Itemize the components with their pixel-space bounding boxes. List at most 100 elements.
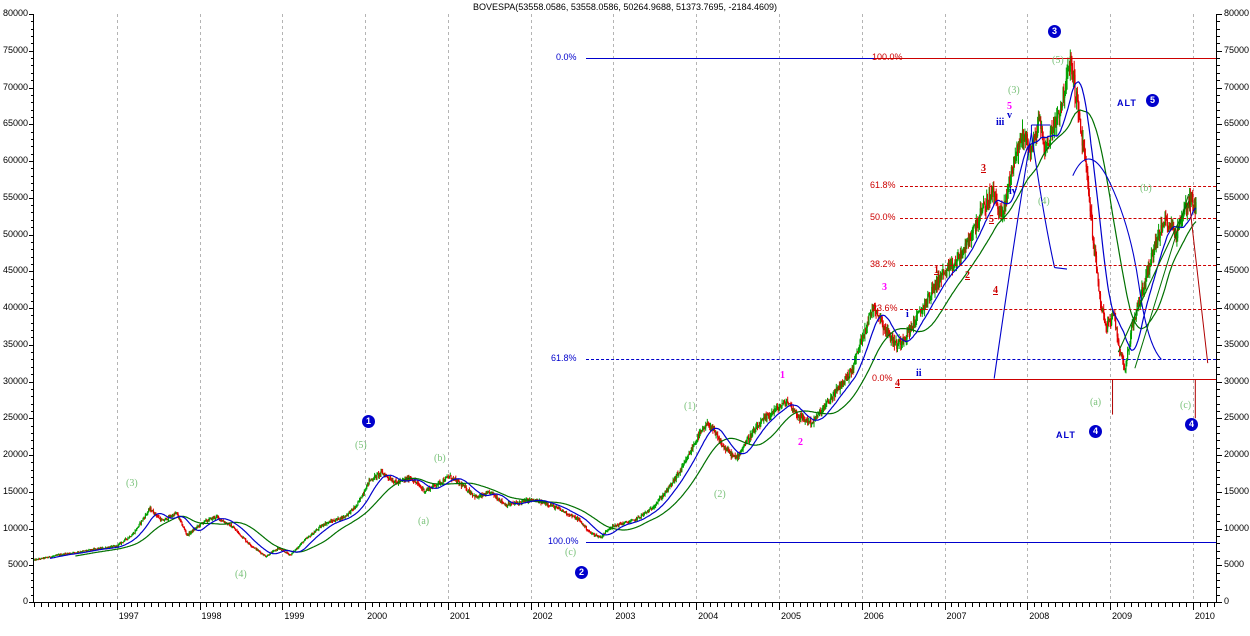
wave-label-intermediate: (a) — [1090, 397, 1102, 408]
y-axis-minor-tick — [31, 131, 34, 133]
x-axis-minor-tick — [585, 603, 587, 607]
fibonacci-label-blue: 61.8% — [551, 353, 577, 364]
y-axis-minor-tick — [1217, 241, 1220, 243]
x-axis-minor-tick — [820, 603, 822, 607]
x-axis-label: 2005 — [780, 611, 801, 621]
y-axis-minor-tick — [31, 146, 34, 148]
y-axis-minor-tick — [1217, 168, 1220, 170]
x-axis-minor-tick — [578, 603, 580, 607]
y-axis-tick — [29, 308, 34, 309]
x-axis-minor-tick — [972, 603, 974, 607]
y-axis-minor-tick — [31, 205, 34, 207]
x-axis-minor-tick — [358, 603, 360, 607]
y-axis-label: 60000 — [1224, 155, 1250, 165]
x-axis-minor-tick — [40, 603, 42, 607]
y-axis-tick — [1217, 234, 1222, 236]
y-axis-label: 55000 — [1224, 191, 1250, 202]
y-axis-minor-tick — [1217, 550, 1220, 552]
y-axis-minor-tick — [1217, 462, 1220, 464]
y-axis-label: 5000 — [7, 559, 28, 570]
y-axis-minor-tick — [1217, 557, 1220, 559]
x-axis-minor-tick — [1013, 603, 1015, 607]
y-axis-minor-tick — [31, 396, 34, 398]
x-axis-minor-tick — [1192, 603, 1194, 607]
y-axis-tick — [29, 50, 34, 52]
x-axis-minor-tick — [723, 603, 725, 607]
x-axis-minor-tick — [861, 603, 863, 607]
x-axis-minor-tick — [620, 603, 622, 607]
y-axis-minor-tick — [31, 440, 34, 442]
y-axis-minor-tick — [1217, 506, 1220, 508]
y-axis-tick — [29, 344, 34, 346]
x-axis-minor-tick — [468, 603, 470, 607]
x-axis-minor-tick — [178, 603, 180, 607]
x-axis-minor-tick — [1075, 603, 1077, 607]
x-axis-minor-tick — [668, 603, 670, 607]
y-axis-minor-tick — [1217, 256, 1220, 258]
y-axis-minor-tick — [1217, 249, 1220, 251]
y-axis-minor-tick — [31, 175, 34, 177]
y-axis-minor-tick — [1217, 153, 1220, 155]
y-axis-minor-tick — [1217, 374, 1220, 376]
y-axis-label: 55000 — [2, 191, 28, 202]
x-axis-minor-tick — [937, 603, 939, 607]
x-axis-minor-tick — [778, 603, 780, 607]
wave-label-intermediate: (b) — [434, 453, 446, 464]
y-axis-minor-tick — [1217, 72, 1220, 74]
fibonacci-line-red — [900, 379, 1216, 381]
x-axis-minor-tick — [489, 603, 491, 607]
y-axis-minor-tick — [1217, 396, 1220, 398]
y-axis-minor-tick — [31, 432, 34, 434]
fibonacci-label-blue: 100.0% — [548, 535, 579, 546]
x-axis-minor-tick — [565, 603, 567, 607]
vertical-gridline — [613, 14, 615, 602]
y-axis-minor-tick — [31, 21, 34, 23]
x-axis-minor-tick — [910, 603, 911, 607]
x-axis-minor-tick — [1144, 603, 1146, 607]
x-axis-minor-tick — [116, 603, 118, 607]
y-axis-minor-tick — [31, 425, 34, 427]
x-axis-minor-tick — [427, 603, 429, 607]
y-axis-tick — [1217, 308, 1222, 309]
x-axis-minor-tick — [903, 603, 905, 607]
x-axis-minor-tick — [868, 603, 870, 607]
fibonacci-line-red — [900, 218, 1216, 220]
y-axis-label: 45000 — [2, 265, 28, 276]
y-axis-minor-tick — [1217, 425, 1220, 427]
x-axis-minor-tick — [185, 603, 187, 607]
fibonacci-line-red — [900, 309, 1216, 311]
x-axis-label: 2006 — [863, 611, 884, 621]
fibonacci-label-red: 0.0% — [872, 373, 893, 384]
y-axis-tick — [29, 418, 34, 420]
x-axis-minor-tick — [261, 603, 263, 607]
fibonacci-line-blue — [586, 359, 1216, 361]
x-axis-minor-tick — [1110, 603, 1112, 607]
x-axis-minor-tick — [137, 603, 139, 607]
x-axis-minor-tick — [751, 603, 753, 607]
y-axis-minor-tick — [1217, 521, 1220, 523]
fibonacci-label-blue: 0.0% — [556, 52, 577, 63]
x-axis-minor-tick — [675, 603, 677, 607]
vertical-gridline — [447, 14, 449, 602]
y-axis-tick — [1217, 87, 1222, 89]
y-axis-right — [1216, 14, 1217, 602]
wave-label-intermediate: (5) — [355, 440, 367, 451]
x-axis-minor-tick — [102, 603, 104, 607]
y-axis-minor-tick — [31, 94, 34, 96]
x-axis-minor-tick — [385, 603, 387, 607]
y-axis-label: 60000 — [2, 155, 28, 165]
x-axis-minor-tick — [1047, 603, 1049, 607]
x-axis-minor-tick — [806, 603, 808, 607]
y-axis-minor-tick — [1217, 403, 1220, 405]
x-axis-minor-tick — [254, 603, 256, 607]
fibonacci-label-red: 100.0% — [872, 52, 903, 63]
y-axis-tick — [1217, 602, 1222, 603]
x-axis-minor-tick — [220, 603, 222, 607]
y-axis-minor-tick — [31, 499, 34, 501]
x-axis-minor-tick — [316, 603, 318, 607]
y-axis-minor-tick — [1217, 572, 1220, 574]
x-axis-minor-tick — [1006, 603, 1008, 607]
x-axis-minor-tick — [192, 603, 194, 607]
